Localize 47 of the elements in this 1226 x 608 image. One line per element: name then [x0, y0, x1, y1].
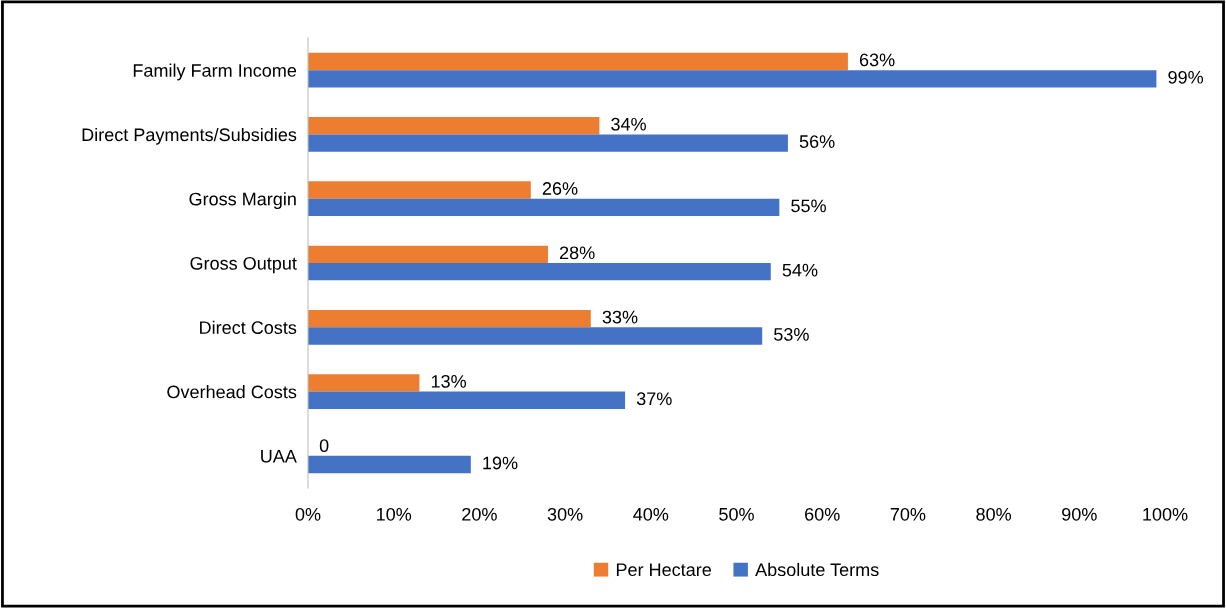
- data-label: 63%: [859, 53, 895, 67]
- x-tick-label: 100%: [1143, 507, 1188, 521]
- bar: [308, 52, 848, 71]
- y-tick-label: Direct Payments/Subsidies: [82, 127, 297, 145]
- bar: [308, 455, 471, 474]
- y-tick-label: Gross Margin: [189, 192, 296, 209]
- bar: [308, 198, 780, 217]
- data-label: 53%: [774, 328, 809, 341]
- x-tick-label: 80%: [976, 507, 1012, 521]
- data-label: 56%: [799, 135, 835, 148]
- x-tick-label: 0%: [295, 507, 321, 521]
- data-label: 55%: [791, 199, 826, 213]
- x-tick-label: 40%: [633, 507, 669, 521]
- y-tick-label: Direct Costs: [200, 320, 297, 335]
- x-tick-label: 10%: [377, 507, 412, 521]
- bar: [308, 309, 591, 328]
- data-label: 99%: [1168, 70, 1204, 84]
- data-label: 34%: [611, 117, 646, 131]
- data-label: 33%: [602, 310, 638, 324]
- x-tick-label: 20%: [462, 507, 497, 521]
- bar: [308, 117, 600, 135]
- bar: [308, 263, 771, 281]
- bar: [308, 327, 763, 345]
- bar: [308, 134, 788, 152]
- legend-label: Absolute Terms: [755, 562, 879, 577]
- bar: [308, 391, 626, 409]
- bar: [308, 181, 531, 199]
- x-tick-label: 90%: [1062, 507, 1097, 521]
- x-tick-label: 70%: [890, 507, 926, 521]
- y-tick-label: UAA: [261, 449, 297, 463]
- bar: [308, 374, 420, 392]
- bar: [308, 70, 1157, 88]
- x-tick-label: 60%: [805, 507, 840, 521]
- legend-label: Per Hectare: [616, 563, 711, 577]
- y-tick-label: Gross Output: [190, 256, 297, 274]
- y-tick-label: Overhead Costs: [167, 385, 297, 399]
- data-label: 0: [319, 439, 329, 453]
- data-label: 13%: [431, 374, 467, 388]
- data-label: 19%: [483, 456, 518, 470]
- data-label: 54%: [782, 263, 818, 277]
- x-tick-label: 30%: [547, 507, 583, 521]
- bar: [308, 245, 548, 263]
- data-label: 37%: [636, 392, 672, 406]
- x-tick-label: 50%: [719, 507, 754, 521]
- data-label: 28%: [559, 246, 595, 260]
- data-label: 26%: [542, 182, 578, 195]
- y-tick-label: Family Farm Income: [133, 63, 297, 81]
